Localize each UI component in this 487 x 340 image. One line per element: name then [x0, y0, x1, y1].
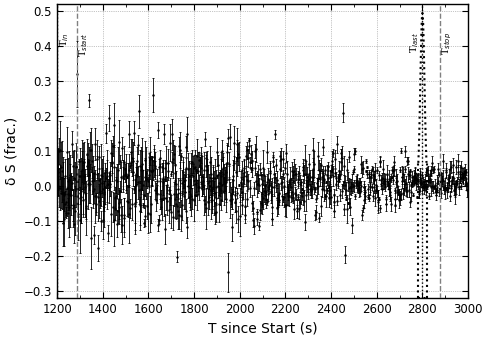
Text: T$_{start}$: T$_{start}$ [77, 32, 91, 57]
X-axis label: T since Start (s): T since Start (s) [208, 322, 318, 336]
Text: T$_{stop}$: T$_{stop}$ [440, 32, 453, 55]
Text: T$_{last}$: T$_{last}$ [409, 32, 421, 53]
Text: T$_{in}$: T$_{in}$ [58, 32, 71, 47]
Y-axis label: δ S (frac.): δ S (frac.) [4, 117, 18, 185]
